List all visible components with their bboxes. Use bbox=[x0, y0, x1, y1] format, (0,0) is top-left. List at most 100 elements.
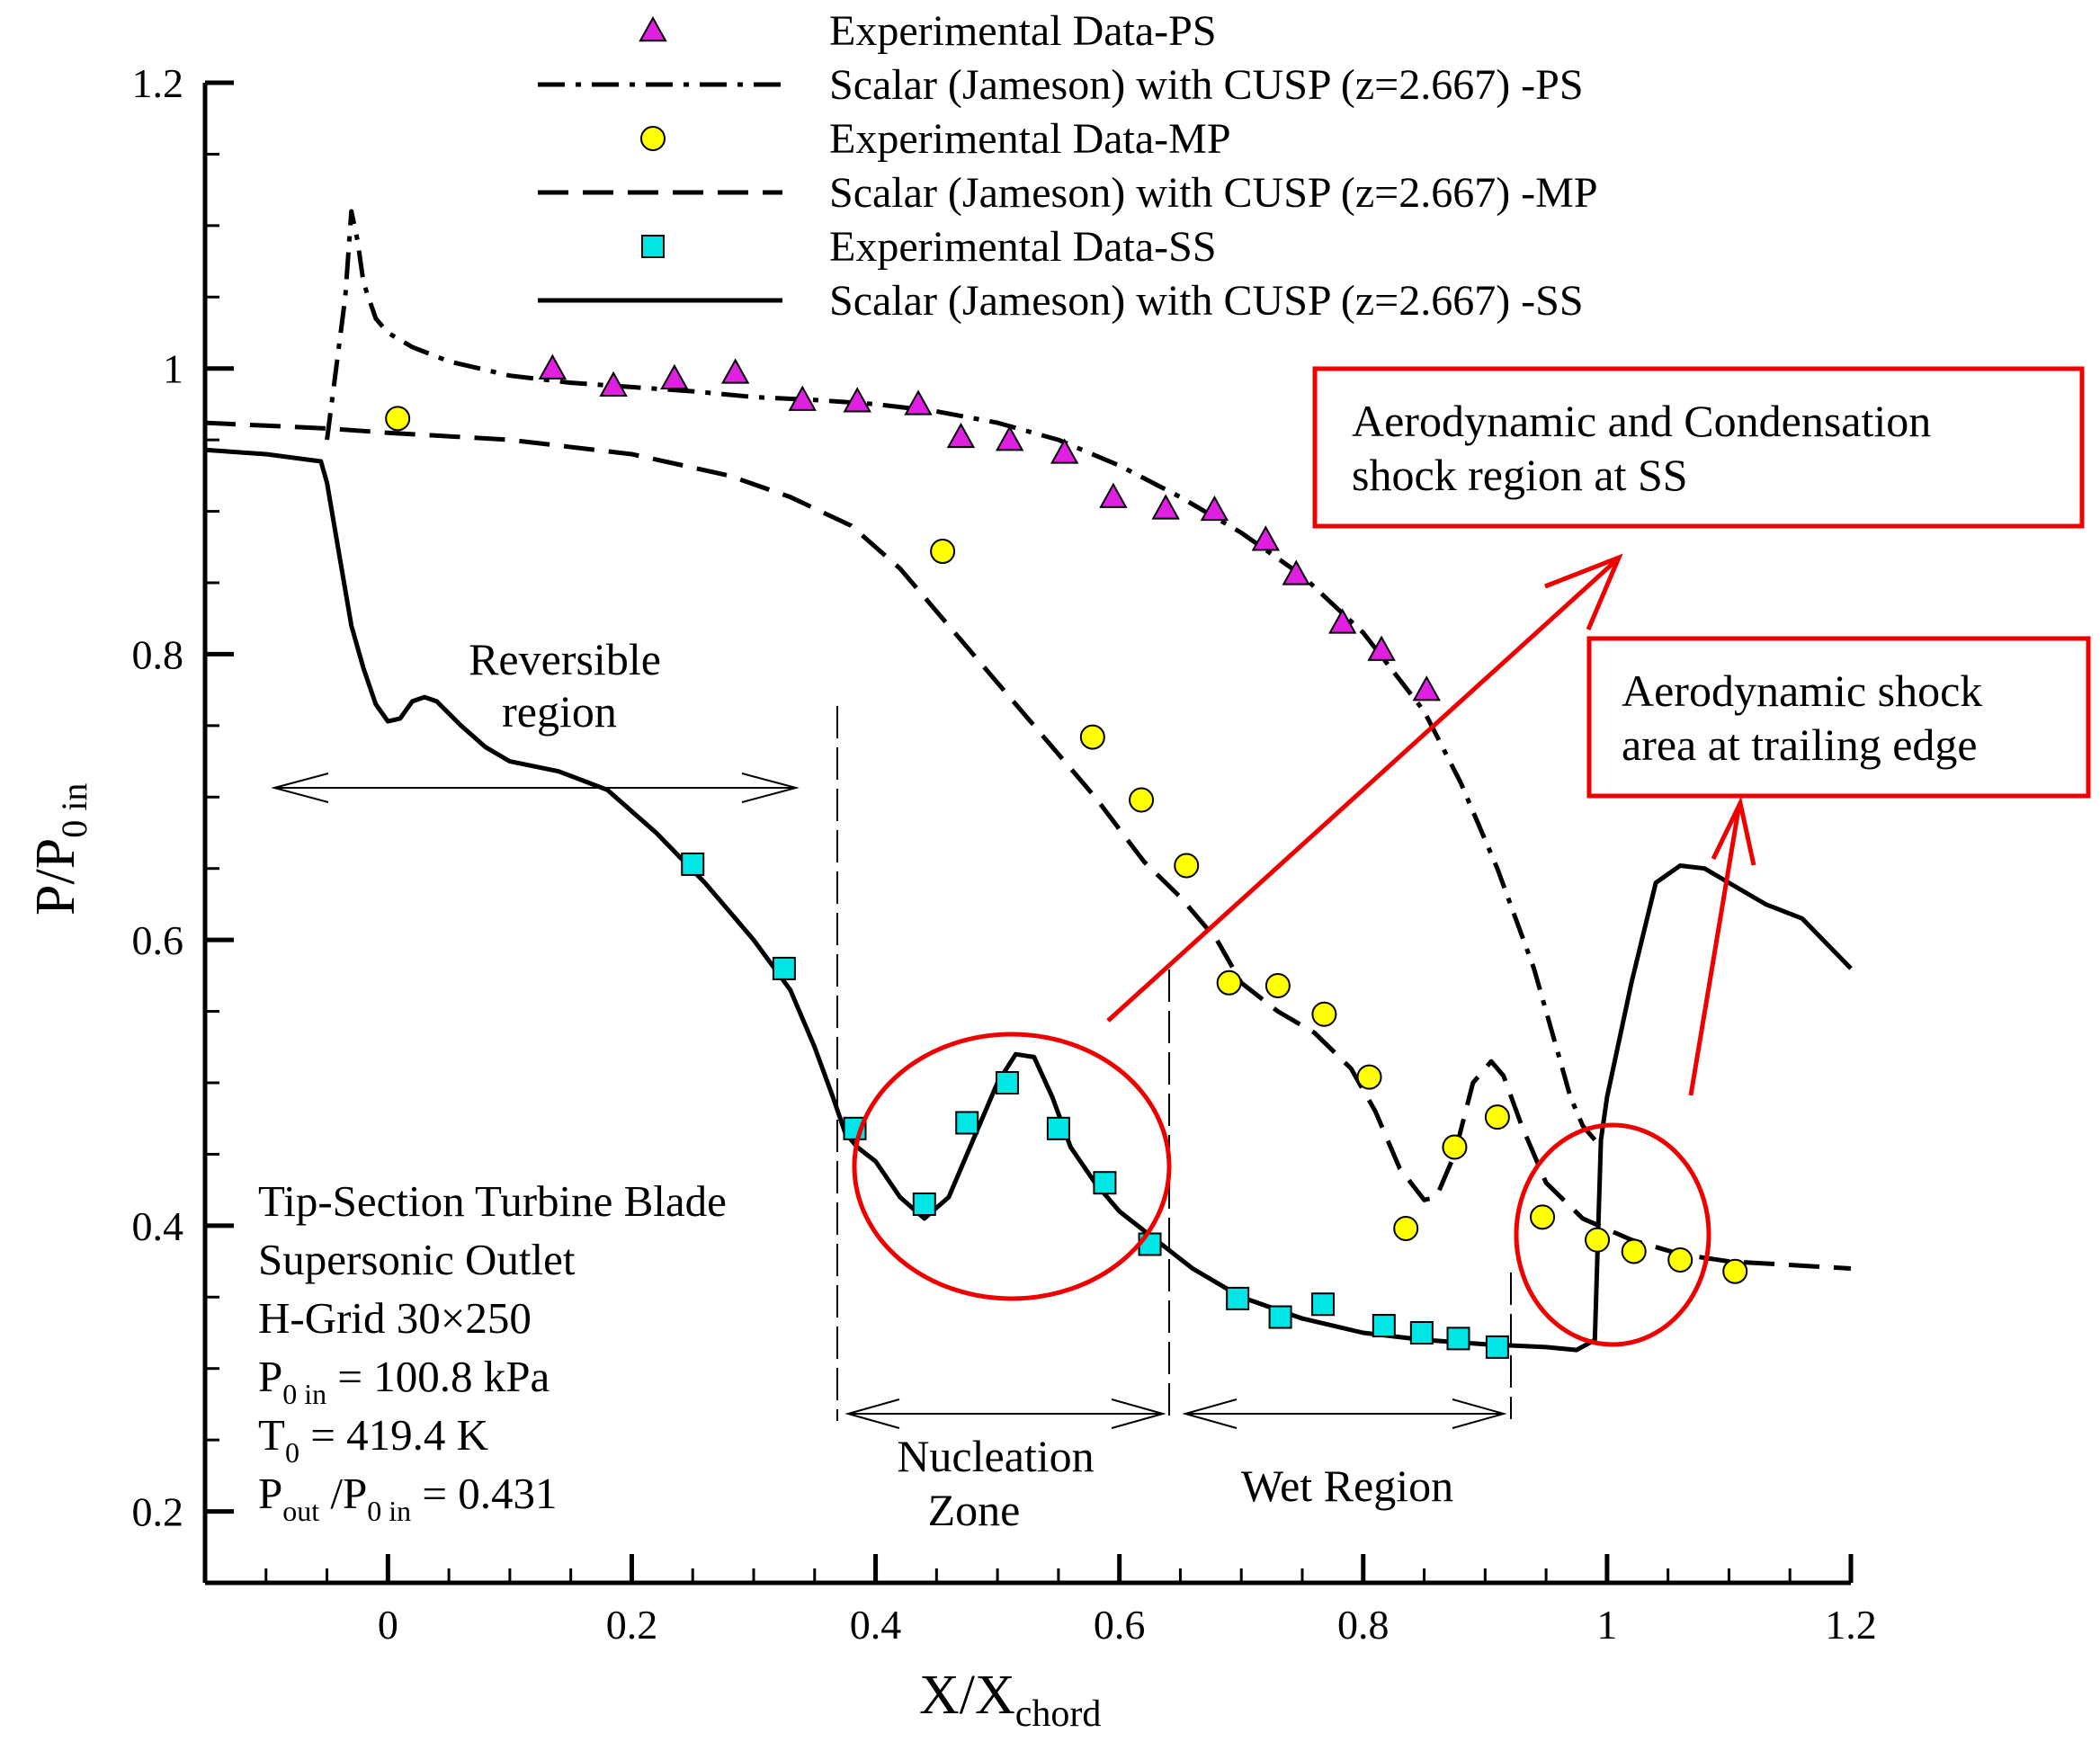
data-point-triangle bbox=[946, 422, 976, 449]
data-point-triangle bbox=[538, 353, 567, 380]
info-ratio-p: P bbox=[258, 1469, 282, 1518]
data-point-triangle bbox=[1099, 482, 1128, 508]
y-axis-title: P/P0 in bbox=[25, 783, 94, 916]
y-tick-label: 1.2 bbox=[132, 60, 184, 106]
y-ticks: 0.2 0.4 0.6 0.8 1 1.2 bbox=[132, 60, 234, 1585]
data-point-circle bbox=[1356, 1064, 1382, 1090]
info-p0-sub: 0 in bbox=[282, 1378, 326, 1410]
legend-marker-swatch bbox=[639, 15, 667, 42]
y-tick-label: 0.6 bbox=[132, 917, 184, 963]
legend-entry: Scalar (Jameson) with CUSP (z=2.667) -PS bbox=[538, 61, 1584, 109]
highlight-annotations bbox=[852, 366, 2091, 1347]
legend-label: Experimental Data-MP bbox=[829, 115, 1231, 163]
x-tick-label: 0.4 bbox=[850, 1602, 902, 1648]
data-point-triangle bbox=[904, 389, 933, 415]
x-axis-title: X/Xchord bbox=[919, 1665, 1101, 1735]
nucleation-label-line2: Zone bbox=[928, 1485, 1021, 1535]
y-axis-title-main: P/P bbox=[25, 838, 86, 916]
info-line-inlet-pressure: P0 in = 100.8 kPa bbox=[258, 1352, 550, 1410]
y-axis-title-sub: 0 in bbox=[54, 783, 94, 838]
y-tick-label: 0.8 bbox=[132, 631, 184, 677]
x-tick-label: 0.2 bbox=[606, 1602, 658, 1648]
data-point-square bbox=[1268, 1305, 1292, 1329]
y-tick-label: 0.4 bbox=[132, 1203, 184, 1249]
legend: Experimental Data-PS Scalar (Jameson) wit… bbox=[538, 7, 1598, 325]
info-p0-value: = 100.8 kPa bbox=[326, 1352, 550, 1401]
info-ratio-sub-out: out bbox=[282, 1495, 319, 1527]
trailing-edge-box-line1: Aerodynamic shock bbox=[1622, 666, 1982, 716]
condensation-shock-arrow bbox=[1106, 553, 1623, 1023]
series-line-dashdot bbox=[325, 209, 1597, 1142]
y-tick-label: 1 bbox=[163, 346, 183, 392]
data-point-square bbox=[772, 956, 796, 980]
axes: 0 0.2 0.4 0.6 0.8 1 1.2 0.2 0.4 0.6 0.8 1 1.2 bbox=[132, 60, 1877, 1648]
y-tick-label: 0.2 bbox=[132, 1489, 184, 1535]
data-point-circle bbox=[1585, 1227, 1611, 1253]
data-point-triangle bbox=[1412, 675, 1441, 701]
x-tick-label: 1 bbox=[1596, 1602, 1617, 1648]
data-point-square bbox=[955, 1111, 979, 1135]
info-t0-label: T bbox=[258, 1410, 285, 1460]
legend-label: Scalar (Jameson) with CUSP (z=2.667) -SS bbox=[829, 277, 1584, 325]
data-point-circle bbox=[1216, 969, 1242, 996]
data-point-triangle bbox=[720, 358, 750, 384]
reversible-label-line1: Reversible bbox=[469, 634, 661, 684]
data-point-square bbox=[1093, 1171, 1117, 1195]
trailing-edge-shock-arrow bbox=[1688, 796, 1756, 1096]
legend-entry: Experimental Data-SS bbox=[641, 223, 1217, 271]
data-point-circle bbox=[1393, 1216, 1419, 1242]
data-point-circle bbox=[1722, 1258, 1748, 1284]
data-point-square bbox=[1046, 1116, 1070, 1140]
data-point-circle bbox=[1621, 1238, 1647, 1264]
nucleation-highlight-ellipse bbox=[852, 1032, 1172, 1301]
legend-label: Scalar (Jameson) with CUSP (z=2.667) -MP bbox=[829, 169, 1598, 217]
data-point-square bbox=[1138, 1232, 1162, 1256]
series-markers bbox=[385, 353, 1748, 1359]
info-line-temperature: T0 = 419.4 K bbox=[258, 1410, 488, 1469]
data-point-circle bbox=[1530, 1204, 1556, 1230]
data-point-square bbox=[1485, 1335, 1509, 1359]
data-point-triangle bbox=[843, 387, 871, 413]
range-arrows bbox=[271, 773, 1507, 1429]
legend-entry: Experimental Data-PS bbox=[639, 7, 1217, 55]
condensation-shock-box bbox=[1312, 366, 2085, 529]
x-tick-label: 1.2 bbox=[1825, 1602, 1877, 1648]
data-point-circle bbox=[1667, 1246, 1693, 1273]
data-point-triangle bbox=[1367, 635, 1396, 661]
condensation-box-line2: shock region at SS bbox=[1352, 450, 1688, 500]
data-point-square bbox=[1226, 1286, 1250, 1310]
x-axis-title-main: X/X bbox=[919, 1665, 1015, 1726]
nucleation-label-line1: Nucleation bbox=[897, 1431, 1094, 1481]
wet-region-arrow bbox=[1182, 1398, 1507, 1429]
data-point-square bbox=[1311, 1292, 1336, 1317]
condensation-box-line1: Aerodynamic and Condensation bbox=[1352, 396, 1931, 446]
trailing-edge-highlight-ellipse bbox=[1514, 1122, 1711, 1347]
data-point-triangle bbox=[995, 425, 1024, 451]
data-point-circle bbox=[1174, 853, 1200, 879]
data-point-square bbox=[1446, 1327, 1470, 1351]
data-point-circle bbox=[930, 539, 956, 565]
data-point-circle bbox=[1311, 1001, 1337, 1027]
trailing-edge-shock-box bbox=[1586, 636, 2091, 799]
data-point-square bbox=[1372, 1314, 1396, 1338]
data-point-square bbox=[912, 1193, 936, 1217]
info-ratio-sub-in: 0 in bbox=[367, 1495, 411, 1527]
info-line-pressure-ratio: Pout /P0 in = 0.431 bbox=[258, 1469, 558, 1527]
legend-entry: Experimental Data-MP bbox=[640, 115, 1231, 163]
legend-marker-swatch bbox=[640, 126, 666, 151]
nucleation-arrow bbox=[844, 1398, 1166, 1429]
legend-entry: Scalar (Jameson) with CUSP (z=2.667) -SS bbox=[538, 277, 1584, 325]
data-point-circle bbox=[385, 406, 411, 432]
data-point-triangle bbox=[1151, 494, 1180, 520]
x-axis-title-sub: chord bbox=[1015, 1693, 1102, 1735]
info-t0-value: = 419.4 K bbox=[299, 1410, 488, 1460]
info-ratio-slash: /P bbox=[319, 1469, 367, 1518]
data-point-square bbox=[995, 1071, 1019, 1094]
data-point-circle bbox=[1264, 972, 1291, 998]
wet-region-label: Wet Region bbox=[1241, 1461, 1453, 1511]
legend-marker-swatch bbox=[641, 235, 665, 258]
info-line-outlet: Supersonic Outlet bbox=[258, 1235, 576, 1284]
data-point-triangle bbox=[1200, 495, 1229, 522]
data-point-circle bbox=[1484, 1104, 1510, 1130]
